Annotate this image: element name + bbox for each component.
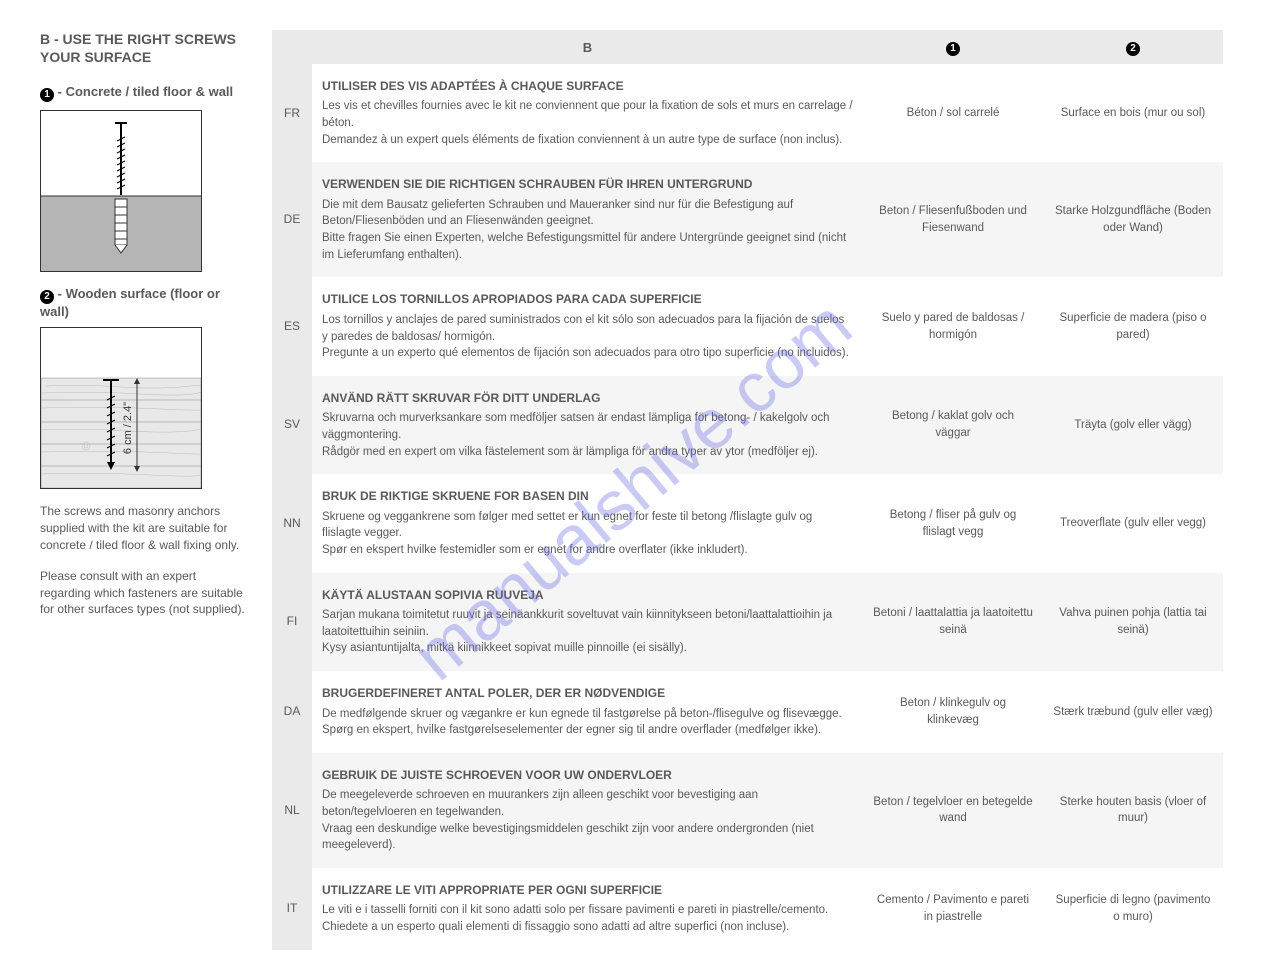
desc-cell: UTILISER DES VIS ADAPTÉES À CHAQUE SURFA… — [312, 64, 863, 162]
desc-cell: GEBRUIK DE JUISTE SCHROEVEN VOOR UW ONDE… — [312, 753, 863, 868]
number-2-icon: 2 — [40, 290, 54, 304]
row-body-line: Vraag een deskundige welke bevestigingsm… — [322, 821, 853, 854]
row-title: UTILISER DES VIS ADAPTÉES À CHAQUE SURFA… — [322, 78, 853, 95]
left-column: B - USE THE RIGHT SCREWS YOUR SURFACE 1 … — [40, 30, 250, 950]
surface-2-cell: Sterke houten basis (vloer of muur) — [1043, 753, 1223, 868]
table-row: ES UTILICE LOS TORNILLOS APROPIADOS PARA … — [272, 277, 1223, 375]
heading-concrete: 1 - Concrete / tiled floor & wall — [40, 84, 250, 102]
row-body-line: Sarjan mukana toimitetut ruuvit ja seinä… — [322, 607, 853, 640]
left-para-2: Please consult with an expert regarding … — [40, 568, 250, 618]
surface-2-cell: Superficie de madera (piso o pared) — [1043, 277, 1223, 375]
row-body-line: De meegeleverde schroeven en muurankers … — [322, 787, 853, 820]
row-body-line: De medfølgende skruer og vægankre er kun… — [322, 706, 853, 723]
lang-cell: NL — [272, 753, 312, 868]
table-row: DE VERWENDEN SIE DIE RICHTIGEN SCHRAUBEN … — [272, 162, 1223, 277]
heading-concrete-text: - Concrete / tiled floor & wall — [58, 84, 234, 99]
table-row: IT UTILIZZARE LE VITI APPROPRIATE PER OGN… — [272, 868, 1223, 950]
row-title: KÄYTÄ ALUSTAAN SOPIVIA RUUVEJA — [322, 587, 853, 604]
surface-1-cell: Beton / tegelvloer en betegelde wand — [863, 753, 1043, 868]
lang-cell: DA — [272, 671, 312, 753]
th-b: B — [312, 30, 863, 64]
row-body-line: Skruene og veggankrene som følger med se… — [322, 509, 853, 542]
surface-1-cell: Suelo y pared de baldosas / hormigón — [863, 277, 1043, 375]
th-lang — [272, 30, 312, 64]
page: B - USE THE RIGHT SCREWS YOUR SURFACE 1 … — [40, 30, 1223, 950]
desc-cell: KÄYTÄ ALUSTAAN SOPIVIA RUUVEJA Sarjan muk… — [312, 573, 863, 671]
desc-cell: BRUK DE RIKTIGE SKRUENE FOR BASEN DIN Skr… — [312, 474, 863, 572]
table-row: SV ANVÄND RÄTT SKRUVAR FÖR DITT UNDERLAG S… — [272, 376, 1223, 474]
translation-table: B 1 2 FR UTILISER DES VIS ADAPTÉES À CHAQ… — [272, 30, 1223, 950]
surface-2-cell: Surface en bois (mur ou sol) — [1043, 64, 1223, 162]
desc-cell: VERWENDEN SIE DIE RICHTIGEN SCHRAUBEN FÜ… — [312, 162, 863, 277]
row-body-line: Demandez à un expert quels éléments de f… — [322, 132, 853, 149]
surface-1-cell: Betong / fliser på gulv og flislagt vegg — [863, 474, 1043, 572]
row-title: VERWENDEN SIE DIE RICHTIGEN SCHRAUBEN FÜ… — [322, 176, 853, 193]
row-body-line: Los tornillos y anclajes de pared sumini… — [322, 312, 853, 345]
row-body-line: Rådgör med en expert om vilka fästelemen… — [322, 444, 853, 461]
heading-wood: 2 - Wooden surface (floor or wall) — [40, 286, 250, 319]
row-title: UTILIZZARE LE VITI APPROPRIATE PER OGNI … — [322, 882, 853, 899]
heading-wood-text: - Wooden surface (floor or wall) — [40, 286, 220, 319]
lang-cell: DE — [272, 162, 312, 277]
row-body-line: Spør en ekspert hvilke festemidler som e… — [322, 542, 853, 559]
row-title: BRUK DE RIKTIGE SKRUENE FOR BASEN DIN — [322, 488, 853, 505]
table-row: FR UTILISER DES VIS ADAPTÉES À CHAQUE SUR… — [272, 64, 1223, 162]
row-title: ANVÄND RÄTT SKRUVAR FÖR DITT UNDERLAG — [322, 390, 853, 407]
row-body-line: Skruvarna och murverksankare som medfölj… — [322, 410, 853, 443]
table-row: DA BRUGERDEFINERET ANTAL POLER, DER ER NØ… — [272, 671, 1223, 753]
lang-cell: ES — [272, 277, 312, 375]
surface-1-cell: Béton / sol carrelé — [863, 64, 1043, 162]
row-title: UTILICE LOS TORNILLOS APROPIADOS PARA CA… — [322, 291, 853, 308]
surface-2-cell: Stærk træbund (gulv eller væg) — [1043, 671, 1223, 753]
row-body-line: Chiedete a un esperto quali elementi di … — [322, 919, 853, 936]
th-2: 2 — [1043, 30, 1223, 64]
lang-cell: NN — [272, 474, 312, 572]
lang-cell: FR — [272, 64, 312, 162]
row-body-line: Bitte fragen Sie einen Experten, welche … — [322, 230, 853, 263]
illustration-wood: 6 cm / 2.4" — [40, 327, 202, 489]
number-1-icon: 1 — [40, 88, 54, 102]
desc-cell: UTILICE LOS TORNILLOS APROPIADOS PARA CA… — [312, 277, 863, 375]
surface-2-cell: Träyta (golv eller vägg) — [1043, 376, 1223, 474]
row-body-line: Spørg en ekspert, hvilke fastgørelsesele… — [322, 722, 853, 739]
row-body-line: Les vis et chevilles fournies avec le ki… — [322, 98, 853, 131]
th-1: 1 — [863, 30, 1043, 64]
left-para-1: The screws and masonry anchors supplied … — [40, 503, 250, 553]
svg-text:6 cm / 2.4": 6 cm / 2.4" — [122, 402, 134, 454]
row-body-line: Kysy asiantuntijalta, mitkä kiinnikkeet … — [322, 640, 853, 657]
surface-1-cell: Beton / klinkegulv og klinkevæg — [863, 671, 1043, 753]
row-title: BRUGERDEFINERET ANTAL POLER, DER ER NØDV… — [322, 685, 853, 702]
illustration-concrete — [40, 110, 202, 272]
desc-cell: BRUGERDEFINERET ANTAL POLER, DER ER NØDV… — [312, 671, 863, 753]
desc-cell: ANVÄND RÄTT SKRUVAR FÖR DITT UNDERLAG Skr… — [312, 376, 863, 474]
table-row: NN BRUK DE RIKTIGE SKRUENE FOR BASEN DIN S… — [272, 474, 1223, 572]
surface-1-cell: Beton / Fliesenfußboden und Fiesenwand — [863, 162, 1043, 277]
table-row: NL GEBRUIK DE JUISTE SCHROEVEN VOOR UW ON… — [272, 753, 1223, 868]
surface-2-cell: Superficie di legno (pavimento o muro) — [1043, 868, 1223, 950]
surface-2-cell: Starke Holzgundfläche (Boden oder Wand) — [1043, 162, 1223, 277]
table-row: FI KÄYTÄ ALUSTAAN SOPIVIA RUUVEJA Sarjan m… — [272, 573, 1223, 671]
surface-1-cell: Betoni / laattalattia ja laatoitettu sei… — [863, 573, 1043, 671]
row-title: GEBRUIK DE JUISTE SCHROEVEN VOOR UW ONDE… — [322, 767, 853, 784]
row-body-line: Die mit dem Bausatz gelieferten Schraube… — [322, 197, 853, 230]
row-body-line: Pregunte a un experto qué elementos de f… — [322, 345, 853, 362]
right-column: B 1 2 FR UTILISER DES VIS ADAPTÉES À CHAQ… — [272, 30, 1223, 950]
surface-1-cell: Betong / kaklat golv och väggar — [863, 376, 1043, 474]
desc-cell: UTILIZZARE LE VITI APPROPRIATE PER OGNI … — [312, 868, 863, 950]
row-body-line: Le viti e i tasselli forniti con il kit … — [322, 902, 853, 919]
main-title: B - USE THE RIGHT SCREWS YOUR SURFACE — [40, 30, 250, 66]
lang-cell: FI — [272, 573, 312, 671]
lang-cell: IT — [272, 868, 312, 950]
surface-2-cell: Vahva puinen pohja (lattia tai seinä) — [1043, 573, 1223, 671]
surface-2-cell: Treoverflate (gulv eller vegg) — [1043, 474, 1223, 572]
lang-cell: SV — [272, 376, 312, 474]
surface-1-cell: Cemento / Pavimento e pareti in piastrel… — [863, 868, 1043, 950]
